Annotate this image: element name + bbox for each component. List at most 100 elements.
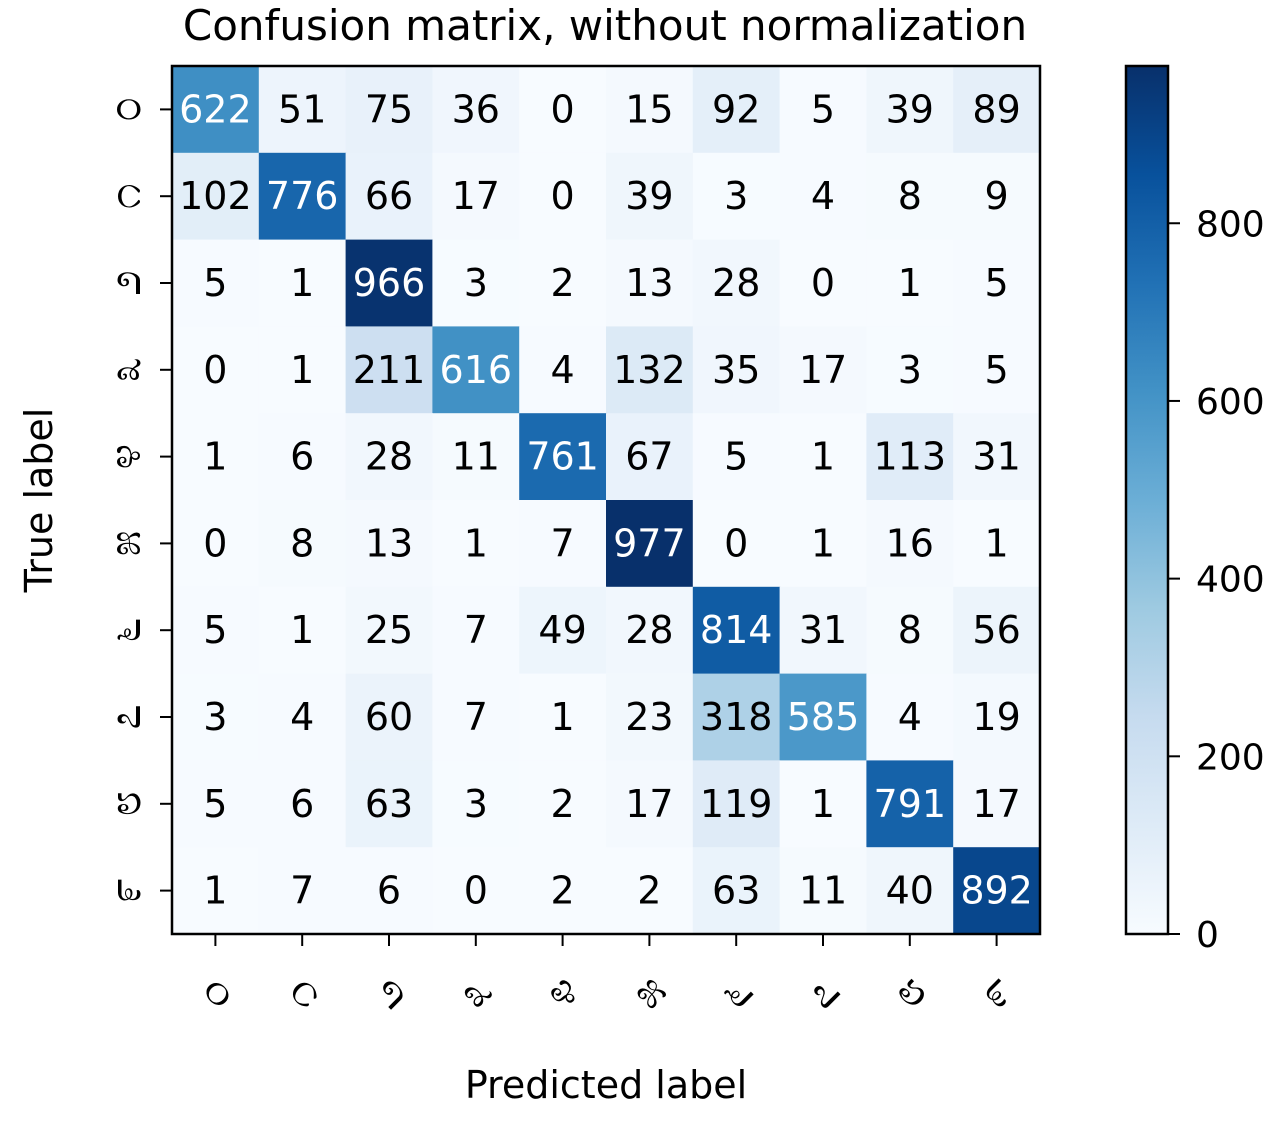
heatmap-cell <box>866 847 954 935</box>
colorbar-tick-label: 400 <box>1196 560 1265 601</box>
heatmap-cell <box>519 847 607 935</box>
cell-value-label: 17 <box>625 782 673 826</box>
cell-value-label: 113 <box>874 435 947 479</box>
heatmap-cell <box>953 152 1041 241</box>
heatmap-cell <box>172 152 260 241</box>
heatmap-cell <box>692 413 781 501</box>
heatmap-cell <box>172 586 260 675</box>
cell-value-label: 7 <box>290 869 314 913</box>
x-tick-label: ೦ <box>186 962 242 1018</box>
heatmap-cell <box>779 152 867 241</box>
cell-value-label: 5 <box>985 261 1009 305</box>
heatmap-cell <box>779 66 867 154</box>
heatmap-cell <box>606 326 694 414</box>
heatmap-cell <box>779 326 867 414</box>
cell-value-label: 1 <box>464 521 488 565</box>
heatmap-cell <box>606 847 694 935</box>
y-tick-label: ೧ <box>97 183 151 209</box>
heatmap-cell <box>432 586 520 675</box>
x-tick-label: ೮ <box>880 962 936 1018</box>
cell-value-label: 13 <box>625 261 673 305</box>
y-tick-label: ೪ <box>97 444 151 470</box>
cell-value-label: 3 <box>898 348 922 392</box>
cell-value-label: 2 <box>551 869 575 913</box>
heatmap-cell <box>953 326 1041 414</box>
heatmap-cell <box>258 586 347 675</box>
y-tick-label: ೬ <box>97 617 151 643</box>
heatmap-cell <box>172 847 260 935</box>
heatmap-cell <box>258 326 347 414</box>
cell-value-label: 7 <box>464 695 488 739</box>
x-tick-label: ೧ <box>273 962 329 1018</box>
cell-value-label: 5 <box>811 87 835 131</box>
cell-value-label: 17 <box>452 174 500 218</box>
cell-value-label: 1 <box>551 695 575 739</box>
cell-value-label: 966 <box>353 261 426 305</box>
cell-value-label: 4 <box>551 348 575 392</box>
heatmap-cell <box>606 413 694 501</box>
y-tick-label: ೭ <box>97 704 151 730</box>
cell-value-label: 3 <box>724 174 748 218</box>
y-tick-label: ೫ <box>97 531 151 557</box>
cell-value-label: 3 <box>464 782 488 826</box>
heatmap-cell <box>692 847 781 935</box>
heatmap-cell <box>345 326 433 414</box>
heatmap-cell <box>606 500 694 588</box>
heatmap-cell <box>692 326 781 414</box>
heatmap-cell <box>172 673 260 761</box>
cell-value-label: 977 <box>613 521 686 565</box>
cell-value-label: 0 <box>203 521 227 565</box>
cell-value-label: 67 <box>625 435 673 479</box>
heatmap-cell <box>345 847 433 935</box>
heatmap-cell <box>866 239 954 327</box>
cell-value-label: 5 <box>203 608 227 652</box>
heatmap-cell <box>432 152 520 241</box>
x-tick-label: ೭ <box>793 962 849 1018</box>
colorbar-tick-label: 600 <box>1196 382 1265 423</box>
heatmap-cell <box>519 413 607 501</box>
heatmap-cell <box>866 760 954 848</box>
cell-value-label: 1 <box>985 521 1009 565</box>
cell-value-label: 63 <box>712 869 760 913</box>
cell-value-label: 11 <box>452 435 500 479</box>
cell-value-label: 791 <box>874 782 947 826</box>
cell-value-label: 35 <box>712 348 760 392</box>
cell-value-label: 9 <box>985 174 1009 218</box>
heatmap-cell <box>345 760 433 848</box>
heatmap-cell <box>519 326 607 414</box>
cell-value-label: 40 <box>886 869 934 913</box>
heatmap-cell <box>345 413 433 501</box>
cell-value-label: 1 <box>203 435 227 479</box>
heatmap-cell <box>953 760 1041 848</box>
cell-value-label: 4 <box>290 695 314 739</box>
cell-value-label: 28 <box>712 261 760 305</box>
cell-value-label: 2 <box>637 869 661 913</box>
cell-value-label: 89 <box>972 87 1020 131</box>
heatmap-cell <box>779 847 867 935</box>
cell-value-label: 1 <box>811 435 835 479</box>
cell-value-label: 17 <box>972 782 1020 826</box>
cell-value-label: 6 <box>290 435 314 479</box>
heatmap-cell <box>258 66 347 154</box>
heatmap-cell <box>866 66 954 154</box>
heatmap-cell <box>432 760 520 848</box>
heatmap-cell <box>345 239 433 327</box>
cell-value-label: 75 <box>365 87 413 131</box>
cell-value-label: 5 <box>203 261 227 305</box>
cell-value-label: 8 <box>290 521 314 565</box>
heatmap-cell <box>779 500 867 588</box>
heatmap-cell <box>258 500 347 588</box>
heatmap-cell <box>345 152 433 241</box>
cell-value-label: 0 <box>551 174 575 218</box>
cell-value-label: 66 <box>365 174 413 218</box>
heatmap-cell <box>345 586 433 675</box>
cell-value-label: 6 <box>290 782 314 826</box>
plot-frame <box>170 64 1042 936</box>
cell-value-label: 63 <box>365 782 413 826</box>
cell-value-label: 102 <box>179 174 252 218</box>
heatmap-cell <box>606 673 694 761</box>
cell-value-label: 31 <box>972 435 1020 479</box>
cell-value-label: 1 <box>811 521 835 565</box>
heatmap-cell <box>519 66 607 154</box>
heatmap-cell <box>866 413 954 501</box>
